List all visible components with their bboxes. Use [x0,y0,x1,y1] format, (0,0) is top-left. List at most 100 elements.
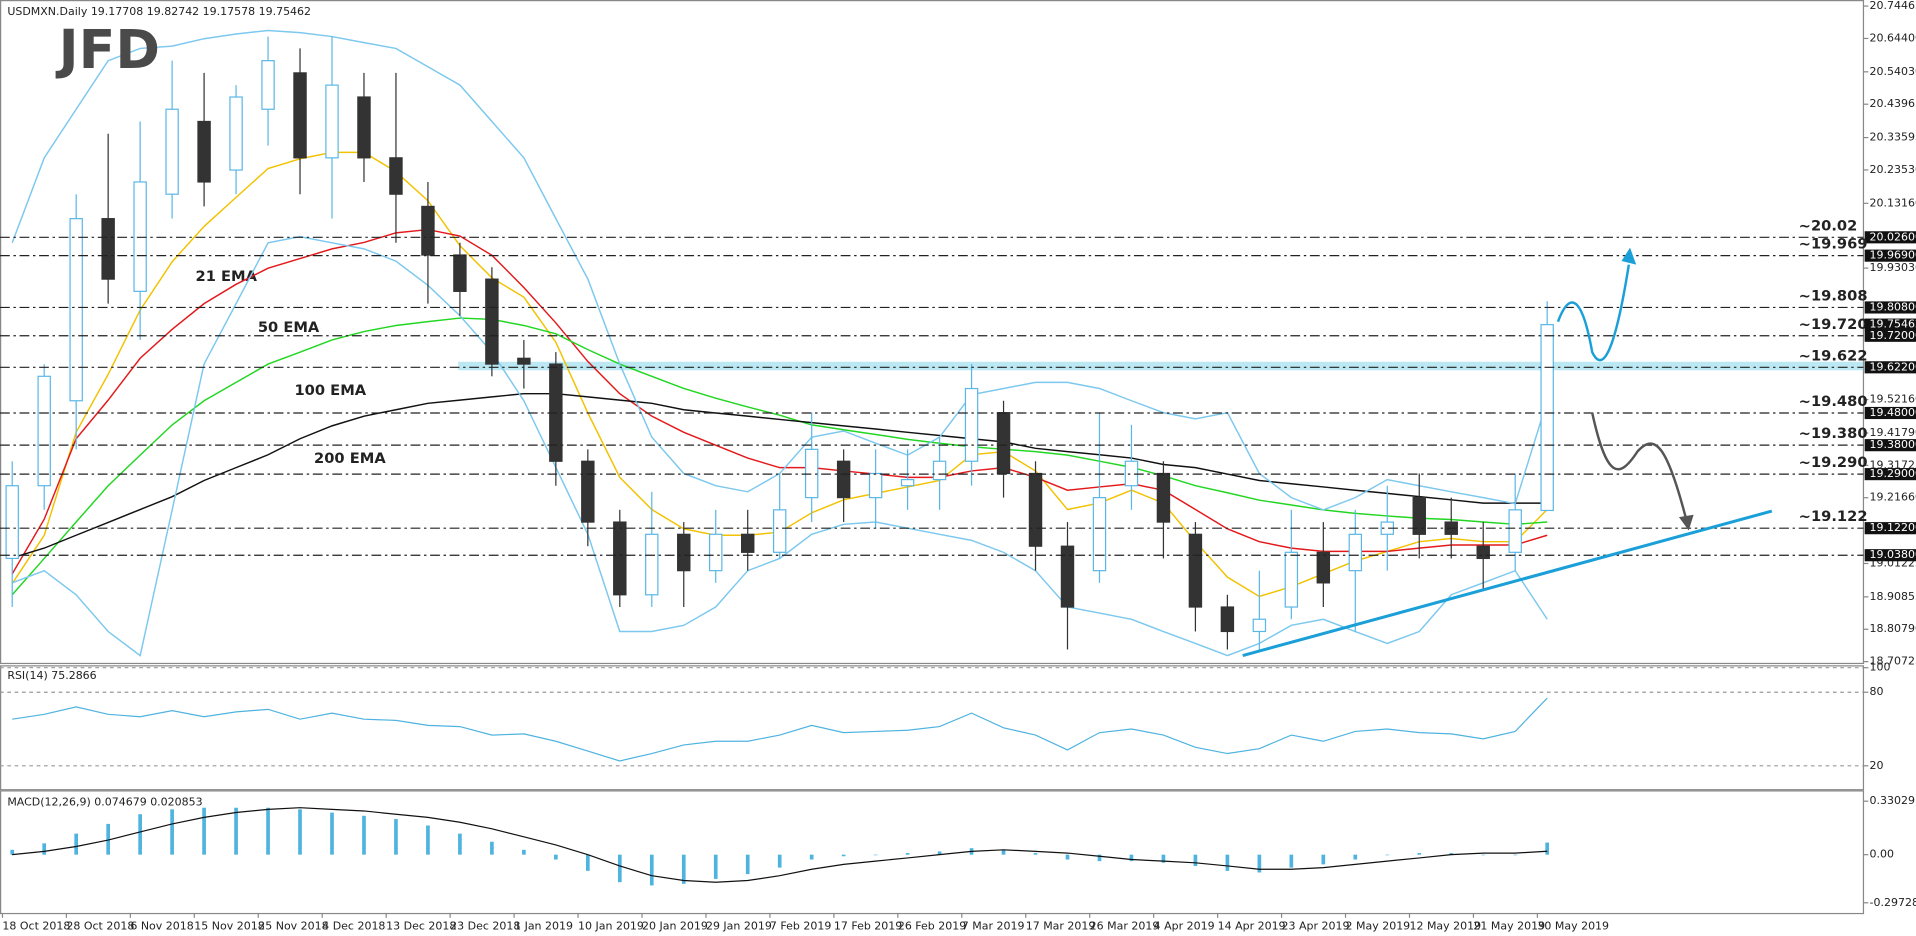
histogram-bar [10,849,15,855]
y-tick-label: 20.64400 [1870,31,1916,44]
histogram-bar [1065,854,1070,860]
x-tick-label: 7 Feb 2019 [770,919,831,932]
candle-body [1508,509,1522,553]
x-tick-label: 2 May 2019 [1346,919,1411,932]
bearish-arrow [1590,412,1688,520]
histogram-bar [1289,854,1294,868]
level-label: ~19.380 [1799,425,1868,442]
histogram-bar [554,854,558,860]
y-tick-label: 20.43965 [1870,97,1916,110]
candle-body [5,485,19,560]
y-tick-label: -0.297282 [1870,896,1916,909]
y-tick-label: 100 [1870,661,1891,674]
y-tick-label: 19.41790 [1870,426,1916,439]
candle-body [517,357,531,365]
level-label: ~20.02 [1799,217,1858,234]
histogram-bar [74,833,79,855]
x-tick-label: 26 Mar 2019 [1090,919,1160,932]
level-label: ~19.720 [1799,316,1868,333]
level-axis-label: 20.02600 [1870,230,1916,243]
level-axis-label: 19.29000 [1870,467,1916,480]
bullish-arrow [1556,264,1631,362]
series-line [11,317,1548,596]
series-line [11,235,1548,657]
level-axis-box [1864,522,1916,535]
series-label: 100 EMA [294,382,366,399]
x-tick-label: 23 Apr 2019 [1282,919,1350,932]
candle-body [772,509,787,553]
y-tick-label: 80 [1870,685,1884,698]
series-line [12,392,1548,559]
candle-body [836,460,851,499]
candle-body [740,533,755,553]
histogram-bar [1033,853,1038,855]
candle-body [1124,460,1139,487]
histogram-bar [458,833,462,855]
level-label: ~19.122 [1799,508,1868,525]
histogram-bar [841,854,846,857]
candle-body [133,181,147,292]
histogram-bar [1417,853,1422,855]
level-label: ~19.480 [1799,393,1868,410]
histogram-bar [1353,854,1358,860]
histogram-bar [1129,854,1134,862]
candle-body [581,460,595,523]
histogram-bar [362,815,366,855]
histogram-bar [138,814,142,855]
candle-body [709,533,723,572]
histogram-bar [1257,854,1262,873]
candle-body [1284,551,1299,608]
x-tick-label: 25 Nov 2018 [258,919,328,932]
level-axis-label: 19.80800 [1870,300,1916,313]
histogram-bar [330,812,334,855]
candle-body [1412,497,1426,535]
histogram-bar [42,843,47,855]
histogram-bar [1545,842,1550,855]
x-tick-label: 29 Jan 2019 [706,919,772,932]
candle-body [804,448,819,499]
histogram-bar [1449,853,1454,855]
trend-line [1242,509,1773,658]
histogram-bar [873,854,878,856]
x-tick-label: 10 Jan 2019 [578,919,644,932]
level-axis-label: 19.03800 [1870,548,1916,561]
symbol-header: USDMXN.Daily 19.17708 19.82742 19.17578 … [7,5,311,18]
candle-body [229,96,243,171]
candle-body [996,412,1011,475]
candle-body [1348,533,1363,572]
candle-body [453,254,467,292]
candle-body [1316,551,1331,584]
y-tick-label: 20.33595 [1870,131,1916,144]
histogram-bar [649,854,654,886]
histogram-bar [1001,849,1006,855]
series-line [12,697,1548,762]
histogram-bar [1097,854,1102,862]
x-tick-label: 30 May 2019 [1537,919,1609,932]
y-tick-label: 0.00 [1870,848,1894,861]
histogram-bar [426,825,430,855]
x-tick-label: 17 Mar 2019 [1026,919,1096,932]
candle-body [1476,545,1490,560]
histogram-bar [1193,854,1198,866]
x-tick-label: 6 Nov 2018 [130,919,193,932]
arrow-head [1621,247,1637,265]
level-axis-label: 19.12200 [1870,521,1916,534]
candle-body [613,521,627,596]
x-tick-label: 7 Mar 2019 [962,919,1025,932]
last-price-box [1864,318,1916,331]
histogram-bar [1513,854,1518,856]
x-tick-label: 12 May 2019 [1409,919,1481,932]
level-axis-box [1864,549,1916,562]
series-label: 50 EMA [258,319,320,336]
y-tick-label: 20.54030 [1870,65,1916,78]
x-tick-label: 17 Feb 2019 [834,919,902,932]
level-axis-box [1864,468,1916,481]
histogram-bar [809,854,814,860]
candle-body [1028,472,1043,547]
candle-body [1188,533,1203,608]
candle-body [101,218,115,280]
level-axis-label: 19.38000 [1870,438,1916,451]
macd-header: MACD(12,26,9) 0.074679 0.020853 [7,795,202,808]
x-tick-label: 4 Dec 2018 [322,919,385,932]
